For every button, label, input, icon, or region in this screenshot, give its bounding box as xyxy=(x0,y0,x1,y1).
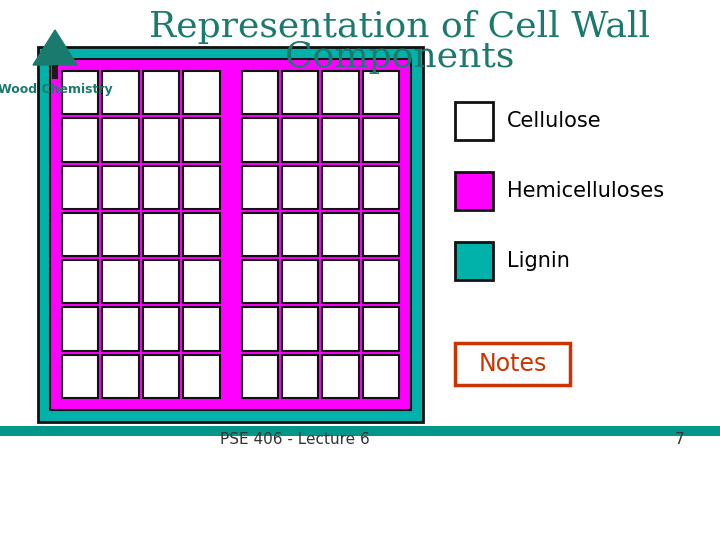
Bar xyxy=(143,307,179,350)
Text: Wood Chemistry: Wood Chemistry xyxy=(0,83,112,96)
Bar xyxy=(282,213,318,256)
Bar xyxy=(62,118,99,161)
Bar xyxy=(143,166,179,209)
Text: PSE 406 - Lecture 6: PSE 406 - Lecture 6 xyxy=(220,433,370,448)
Bar xyxy=(282,260,318,303)
Bar xyxy=(323,213,359,256)
Text: Lignin: Lignin xyxy=(507,251,570,271)
Bar xyxy=(62,307,99,350)
Bar xyxy=(183,213,220,256)
Bar xyxy=(323,260,359,303)
Bar xyxy=(323,166,359,209)
Bar xyxy=(62,355,99,398)
Bar xyxy=(143,213,179,256)
Bar xyxy=(241,213,278,256)
Bar xyxy=(241,71,278,114)
Bar xyxy=(102,355,139,398)
Bar xyxy=(282,166,318,209)
Bar xyxy=(62,260,99,303)
Bar xyxy=(282,118,318,161)
Bar xyxy=(62,71,99,114)
Bar xyxy=(363,118,399,161)
Bar xyxy=(62,166,99,209)
Bar xyxy=(363,166,399,209)
Bar xyxy=(143,118,179,161)
Bar xyxy=(241,260,278,303)
Bar xyxy=(0,426,720,436)
Bar xyxy=(455,102,493,140)
Bar xyxy=(102,118,139,161)
Bar xyxy=(241,118,278,161)
Bar xyxy=(183,355,220,398)
Bar xyxy=(323,307,359,350)
Text: 7: 7 xyxy=(675,433,685,448)
Bar xyxy=(102,166,139,209)
Bar xyxy=(323,355,359,398)
Bar xyxy=(363,260,399,303)
Text: Cellulose: Cellulose xyxy=(507,111,602,131)
Bar xyxy=(183,166,220,209)
Bar xyxy=(143,260,179,303)
Bar xyxy=(363,213,399,256)
Bar xyxy=(241,307,278,350)
Bar xyxy=(282,355,318,398)
Bar xyxy=(38,47,423,422)
Bar xyxy=(455,343,570,385)
Polygon shape xyxy=(33,30,77,65)
Text: Components: Components xyxy=(285,40,515,74)
Bar xyxy=(50,59,411,410)
Bar xyxy=(183,307,220,350)
Bar xyxy=(143,355,179,398)
Bar xyxy=(183,260,220,303)
Bar xyxy=(183,118,220,161)
Bar xyxy=(143,71,179,114)
Bar xyxy=(363,307,399,350)
Bar xyxy=(241,166,278,209)
Bar xyxy=(62,213,99,256)
Bar xyxy=(363,71,399,114)
Bar xyxy=(282,307,318,350)
Bar xyxy=(323,118,359,161)
Bar xyxy=(363,355,399,398)
Bar xyxy=(183,71,220,114)
Bar xyxy=(0,430,720,434)
Bar xyxy=(323,71,359,114)
Text: Hemicelluloses: Hemicelluloses xyxy=(507,181,664,201)
Bar xyxy=(102,213,139,256)
Bar xyxy=(102,71,139,114)
Bar xyxy=(102,307,139,350)
Bar xyxy=(102,260,139,303)
Bar xyxy=(241,355,278,398)
Text: Notes: Notes xyxy=(478,352,546,376)
Text: Representation of Cell Wall: Representation of Cell Wall xyxy=(150,10,651,44)
Bar xyxy=(455,172,493,210)
Bar xyxy=(52,65,58,79)
Bar xyxy=(455,242,493,280)
Bar xyxy=(282,71,318,114)
